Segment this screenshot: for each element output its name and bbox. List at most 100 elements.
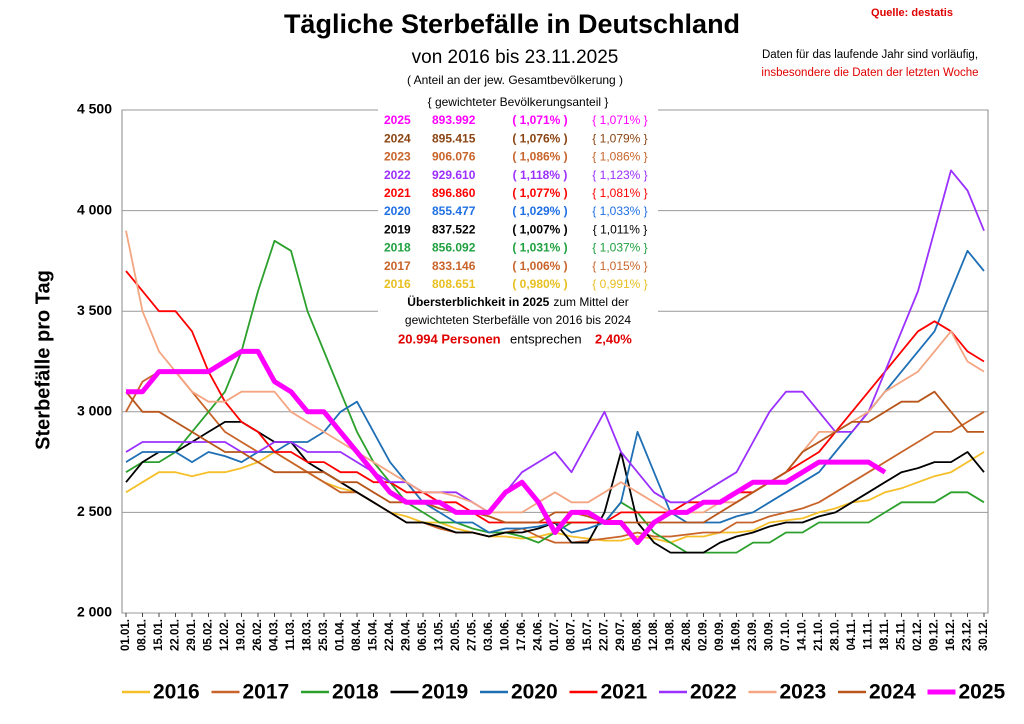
box-share: ( 0,980% )	[512, 277, 567, 291]
plot-area: 2 000 2 500 3 000 3 500 4 000 4 500 01.01. 08.0…	[77, 101, 990, 651]
box-weighted: { 1,037% }	[592, 241, 647, 255]
y-axis-label: Sterbefälle pro Tag	[32, 270, 54, 450]
box-weighted: { 1,015% }	[592, 259, 647, 273]
box-year: 2017	[384, 259, 411, 273]
x-tick-label: 24.06.	[533, 619, 545, 651]
x-tick-label: 25.03.	[318, 619, 330, 651]
series-line	[125, 390, 984, 524]
x-tick-label: 15.01.	[153, 619, 165, 651]
box-share: ( 1,006% )	[512, 259, 567, 273]
box-excess: gewichteten Sterbefälle von 2016 bis 202…	[405, 313, 631, 327]
excess-persons: 20.994 Personen	[398, 331, 501, 346]
box-header: { gewichteter Bevölkerungsanteil }	[428, 95, 609, 109]
x-tick-label: 06.05.	[417, 619, 429, 651]
x-tick-label: 13.05.	[434, 619, 446, 651]
y-tick-label: 3 000	[77, 403, 112, 419]
x-tick-label: 01.01.	[120, 619, 132, 651]
excess-pct: 2,40%	[595, 331, 632, 346]
box-weighted: { 1,033% }	[592, 204, 647, 218]
legend-label: 2021	[601, 681, 648, 704]
x-tick-label: 09.12.	[929, 619, 941, 651]
x-tick-label: 01.04.	[335, 619, 347, 651]
x-tick-label: 05.02.	[203, 619, 215, 651]
box-weighted: { 1,123% }	[592, 168, 647, 182]
x-tick-label: 16.09.	[731, 619, 743, 651]
x-tick-label: 20.05.	[450, 619, 462, 651]
x-tick-label: 29.04.	[401, 619, 413, 651]
box-count: 833.146	[432, 259, 476, 273]
legend-label: 2016	[153, 681, 200, 704]
box-year: 2023	[384, 150, 411, 164]
x-tick-label: 27.05.	[467, 619, 479, 651]
x-tick-label: 11.11.	[863, 619, 875, 650]
x-tick-label: 05.08.	[632, 619, 644, 651]
box-weighted: { 1,079% }	[592, 131, 647, 145]
x-tick-label: 21.10.	[813, 619, 825, 651]
box-year: 2025	[384, 113, 411, 127]
box-year: 2022	[384, 168, 411, 182]
box-weighted: { 1,071% }	[592, 113, 647, 127]
y-tick-label: 4 000	[77, 201, 112, 217]
x-tick-label: 25.11.	[896, 619, 908, 650]
x-tick-label: 26.08.	[681, 619, 693, 651]
legend-label: 2019	[422, 681, 469, 704]
x-tick-label: 22.04.	[384, 619, 396, 651]
box-count: 896.860	[432, 186, 476, 200]
y-tick-label: 4 500	[77, 101, 112, 117]
box-share: ( 1,118% )	[513, 168, 568, 182]
box-weighted: { 1,011% }	[593, 222, 648, 236]
x-tick-label: 19.02.	[236, 619, 248, 651]
x-tick-label: 08.04.	[351, 619, 363, 651]
x-tick-label: 23.09.	[747, 619, 759, 651]
x-tick-label: 12.08.	[648, 619, 660, 651]
x-tick-label: 08.07.	[566, 619, 578, 651]
box-year: 2021	[384, 186, 411, 200]
x-tick-label: 29.01.	[186, 619, 198, 651]
x-tick-label: 22.01.	[170, 619, 182, 651]
box-share: ( 1,077% )	[512, 186, 567, 200]
box-count: 856.092	[432, 241, 476, 255]
box-count: 895.415	[432, 131, 476, 145]
legend-label: 2018	[332, 681, 379, 704]
x-tick-label: 03.06.	[483, 619, 495, 651]
x-tick-label: 07.10.	[780, 619, 792, 651]
y-tick-label: 3 500	[77, 302, 112, 318]
disclaimer: Daten für das laufende Jahr sind vorläuf…	[762, 49, 978, 61]
box-year: 2018	[384, 241, 411, 255]
x-tick-label: 26.02.	[252, 619, 264, 651]
x-tick-label: 04.03.	[269, 619, 281, 651]
box-weighted: { 0,991% }	[592, 277, 647, 291]
x-tick-label: 30.12.	[978, 619, 990, 651]
box-excess: Übersterblichkeit in 2025 zum Mittel der	[407, 294, 628, 309]
box-share: ( 1,086% )	[512, 150, 567, 164]
x-tick-label: 18.03.	[302, 619, 314, 651]
excess-text: zum Mittel der	[553, 295, 628, 309]
series-line	[125, 169, 985, 514]
chart-subtitle: von 2016 bis 23.11.2025	[412, 47, 619, 68]
box-share: ( 1,076% )	[512, 131, 567, 145]
x-tick-label: 29.07.	[615, 619, 627, 651]
excess-mid: entsprechen	[510, 331, 582, 346]
x-tick-label: 19.08.	[665, 619, 677, 651]
box-count: 808.651	[432, 277, 476, 291]
box-count: 837.522	[432, 222, 476, 236]
x-tick-label: 15.04.	[368, 619, 380, 651]
box-year: 2024	[384, 131, 411, 145]
legend-label: 2017	[243, 681, 290, 704]
x-tick-label: 23.12.	[962, 619, 974, 651]
legend: 2016 2017 2018 2019 2020 2021 2022 2023 2024 2025	[122, 681, 1006, 704]
box-weighted: { 1,081% }	[592, 186, 647, 200]
x-tick-label: 02.12.	[912, 619, 924, 651]
box-count: 893.992	[432, 113, 476, 127]
box-note: ( Anteil an der jew. Gesamtbevölkerung )	[407, 73, 623, 87]
box-share: ( 1,071% )	[512, 113, 567, 127]
legend-label: 2022	[690, 681, 737, 704]
box-share: ( 1,029% )	[512, 204, 567, 218]
box-count: 929.610	[432, 168, 476, 182]
box-year: 2020	[384, 204, 411, 218]
excess-title: Übersterblichkeit in 2025	[407, 294, 549, 309]
x-tick-label: 17.06.	[516, 619, 528, 651]
legend-label: 2024	[869, 681, 916, 704]
